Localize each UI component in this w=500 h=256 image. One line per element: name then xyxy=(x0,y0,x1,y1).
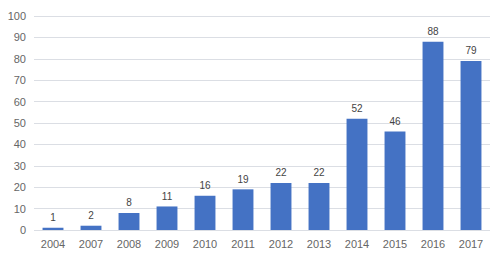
svg-text:2011: 2011 xyxy=(231,238,255,250)
svg-text:80: 80 xyxy=(14,53,26,65)
svg-text:2013: 2013 xyxy=(307,238,331,250)
svg-text:79: 79 xyxy=(465,45,477,56)
svg-text:11: 11 xyxy=(162,191,173,202)
svg-text:2015: 2015 xyxy=(383,238,407,250)
svg-text:8: 8 xyxy=(126,197,132,208)
svg-text:22: 22 xyxy=(275,167,287,178)
svg-text:60: 60 xyxy=(14,96,26,108)
svg-text:70: 70 xyxy=(14,74,26,86)
svg-text:2014: 2014 xyxy=(345,238,369,250)
svg-text:22: 22 xyxy=(313,167,325,178)
svg-text:52: 52 xyxy=(351,103,363,114)
svg-text:2004: 2004 xyxy=(41,238,65,250)
svg-text:2007: 2007 xyxy=(79,238,103,250)
svg-text:10: 10 xyxy=(14,203,26,215)
svg-text:50: 50 xyxy=(14,117,26,129)
svg-text:2017: 2017 xyxy=(459,238,483,250)
svg-text:16: 16 xyxy=(199,180,211,191)
svg-text:19: 19 xyxy=(237,174,249,185)
svg-text:1: 1 xyxy=(50,212,56,223)
svg-text:2008: 2008 xyxy=(117,238,141,250)
svg-text:100: 100 xyxy=(8,10,26,22)
svg-text:2010: 2010 xyxy=(193,238,217,250)
svg-text:20: 20 xyxy=(14,181,26,193)
svg-text:90: 90 xyxy=(14,31,26,43)
svg-text:2: 2 xyxy=(88,210,94,221)
svg-text:30: 30 xyxy=(14,160,26,172)
svg-text:0: 0 xyxy=(20,224,26,236)
svg-text:46: 46 xyxy=(389,116,401,127)
svg-text:2012: 2012 xyxy=(269,238,293,250)
svg-text:40: 40 xyxy=(14,138,26,150)
svg-text:2009: 2009 xyxy=(155,238,179,250)
svg-text:2016: 2016 xyxy=(421,238,445,250)
svg-text:88: 88 xyxy=(427,26,439,37)
